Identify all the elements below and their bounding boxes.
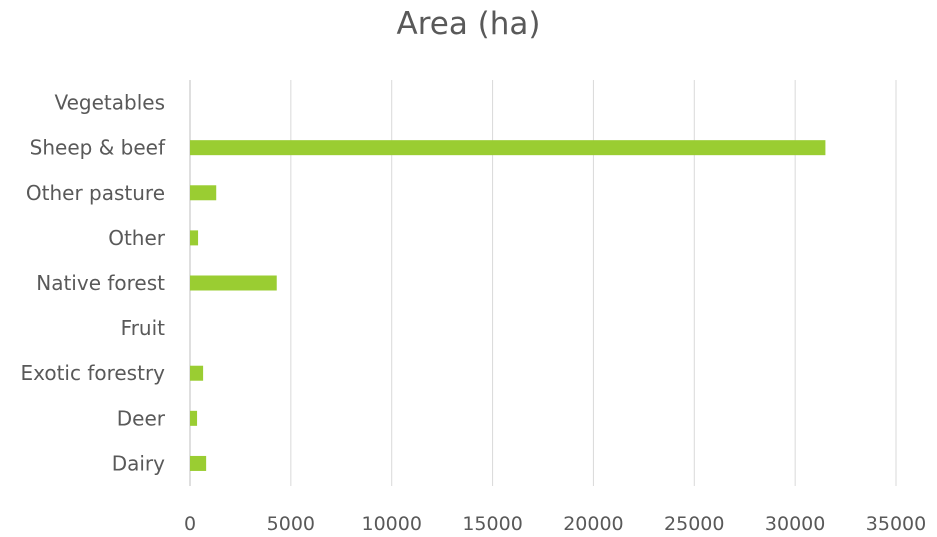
category-labels: Vegetables Sheep & beef Other pasture Other…	[20, 91, 165, 476]
x-tick-label-20000: 20000	[563, 513, 623, 535]
x-tick-label-10000: 10000	[361, 513, 421, 535]
category-label-exotic-forestry: Exotic forestry	[20, 361, 165, 385]
category-label-native-forest: Native forest	[36, 271, 165, 295]
bar-deer	[190, 410, 198, 426]
category-label-deer: Deer	[117, 406, 166, 430]
category-label-sheep-beef: Sheep & beef	[30, 136, 166, 160]
bar-other	[190, 230, 199, 246]
category-label-dairy: Dairy	[112, 451, 165, 475]
category-label-other: Other	[108, 226, 166, 250]
bar-dairy	[190, 455, 207, 471]
category-label-vegetables: Vegetables	[54, 91, 165, 115]
bar-exotic-forestry	[190, 365, 204, 381]
bars	[190, 140, 826, 471]
bar-native-forest	[190, 275, 277, 291]
bar-sheep-beef	[190, 140, 826, 156]
chart-title: Area (ha)	[396, 6, 541, 42]
bar-other-pasture	[190, 185, 217, 201]
x-tick-label-15000: 15000	[462, 513, 522, 535]
x-tick-labels: 0 5000 10000 15000 20000 25000 30000 35000	[184, 513, 926, 535]
x-tick-label-25000: 25000	[664, 513, 724, 535]
category-label-other-pasture: Other pasture	[26, 181, 165, 205]
x-tick-label-0: 0	[184, 513, 196, 535]
x-tick-label-30000: 30000	[765, 513, 825, 535]
x-tick-label-35000: 35000	[866, 513, 926, 535]
category-label-fruit: Fruit	[121, 316, 166, 340]
x-tick-label-5000: 5000	[267, 513, 315, 535]
